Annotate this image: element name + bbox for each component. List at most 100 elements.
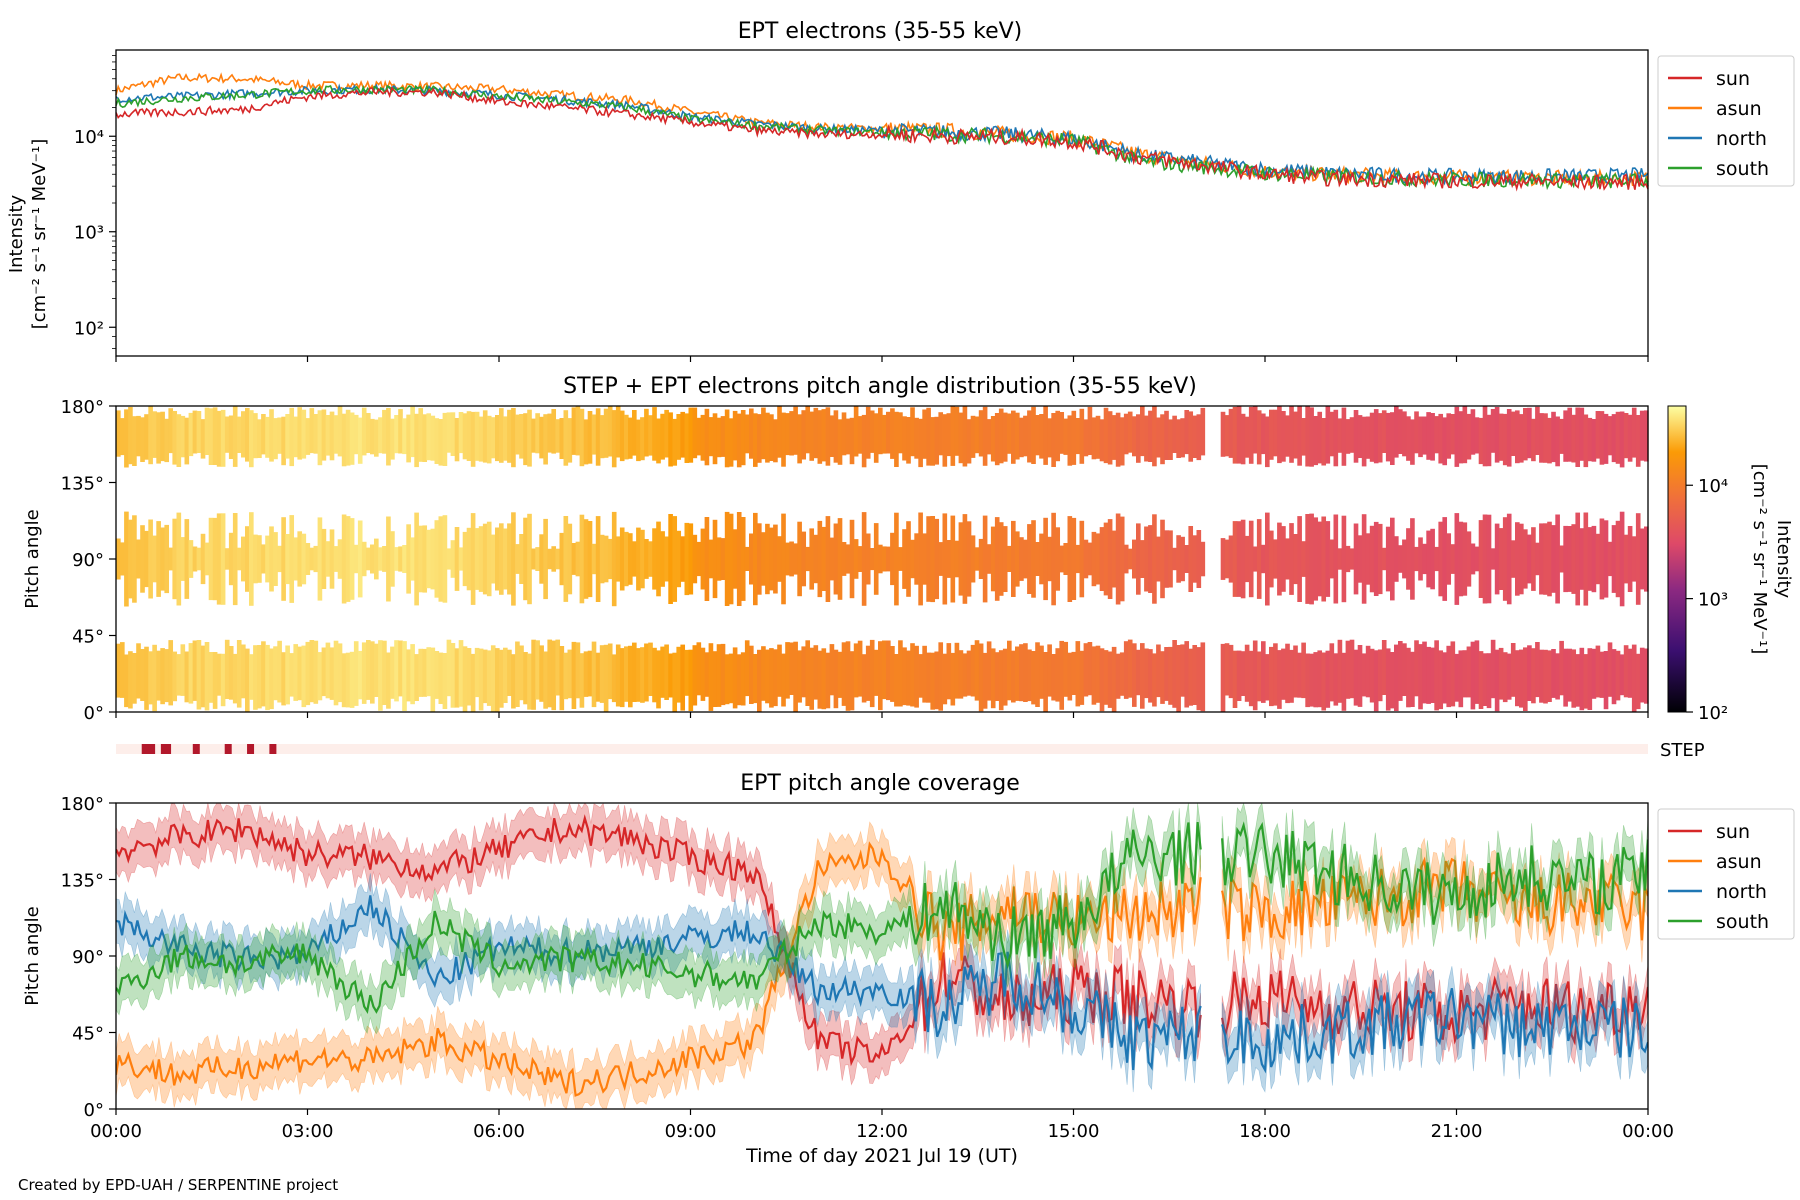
- heatmap-cell: [1067, 652, 1073, 701]
- heatmap-cell: [172, 411, 178, 465]
- panel-coverage-title: EPT pitch angle coverage: [740, 771, 1020, 796]
- heatmap-cell: [236, 547, 242, 571]
- heatmap-cell: [1244, 535, 1250, 583]
- colorbar-ticks: 10² 10³ 10⁴: [1686, 476, 1728, 724]
- heatmap-cell: [974, 416, 980, 454]
- x-tick-label: 12:00: [856, 1121, 908, 1142]
- heatmap-cell: [204, 407, 210, 455]
- heatmap-cell: [446, 412, 452, 453]
- heatmap-cell: [454, 648, 460, 708]
- panel-pad-xticks: [115, 712, 1649, 718]
- heatmap-cell: [902, 647, 907, 706]
- heatmap-cell: [285, 534, 290, 585]
- heatmap-cell: [325, 541, 331, 577]
- heatmap-cell: [301, 409, 307, 459]
- heatmap-cell: [192, 546, 198, 572]
- heatmap-cell: [1635, 415, 1641, 467]
- heatmap-cell: [841, 642, 847, 706]
- heatmap-cell: [1430, 413, 1435, 461]
- heatmap-cell: [1192, 415, 1198, 458]
- heatmap-cell: [1434, 416, 1439, 454]
- heatmap-cell: [132, 416, 137, 466]
- heatmap-cell: [140, 649, 145, 701]
- heatmap-cell: [906, 650, 911, 706]
- heatmap-cell: [337, 406, 343, 457]
- heatmap-cell: [1289, 406, 1294, 463]
- heatmap-cell: [430, 528, 436, 590]
- heatmap-cell: [1115, 653, 1121, 699]
- heatmap-cell: [994, 413, 1000, 466]
- heatmap-cell: [958, 412, 964, 464]
- heatmap-cell: [1418, 416, 1423, 458]
- heatmap-cell: [1321, 652, 1327, 711]
- heatmap-cell: [1353, 523, 1359, 595]
- heatmap-cell: [277, 417, 282, 454]
- heatmap-cell: [216, 653, 222, 696]
- heatmap-cell: [563, 652, 569, 700]
- heatmap-cell: [1188, 411, 1194, 462]
- heatmap-cell: [607, 406, 613, 457]
- heatmap-cell: [1321, 418, 1327, 466]
- heatmap-cell: [1087, 542, 1093, 576]
- heatmap-cell: [680, 411, 686, 458]
- heatmap-cell: [1361, 514, 1367, 604]
- heatmap-cell: [1373, 650, 1379, 712]
- panel-pad-yticks: 0° 45° 90° 135° 180°: [61, 397, 116, 724]
- heatmap-cell: [511, 408, 516, 468]
- y-tick-label: 90°: [72, 947, 104, 968]
- heatmap-cell: [1031, 651, 1036, 705]
- heatmap-cell: [1623, 645, 1629, 698]
- heatmap-cell: [511, 512, 516, 606]
- heatmap-cell: [1563, 410, 1568, 462]
- heatmap-cell: [1055, 648, 1061, 702]
- heatmap-cell: [732, 529, 738, 589]
- heatmap-cell: [970, 644, 976, 697]
- heatmap-cell: [1224, 415, 1230, 457]
- heatmap-cell: [422, 648, 428, 697]
- heatmap-cell: [1591, 525, 1597, 593]
- heatmap-cell: [1575, 512, 1581, 606]
- heatmap-cell: [708, 539, 714, 579]
- heatmap-cell: [1019, 537, 1024, 581]
- heatmap-cell: [882, 414, 887, 454]
- heatmap-cell: [349, 651, 355, 708]
- heatmap-cell: [1394, 406, 1399, 458]
- y-tick-label: 45°: [72, 1024, 104, 1045]
- heatmap-cell: [769, 527, 774, 591]
- heatmap-cell: [232, 406, 238, 467]
- heatmap-cell: [1462, 650, 1468, 698]
- heatmap-cell: [1611, 649, 1617, 705]
- heatmap-cell: [624, 414, 629, 460]
- heatmap-cell: [1015, 412, 1020, 460]
- panel-intensity-title: EPT electrons (35-55 keV): [738, 19, 1023, 44]
- panel-intensity-yticks: 10² 10³ 10⁴: [74, 55, 116, 349]
- heatmap-cell: [1482, 406, 1488, 467]
- heatmap-cell: [1462, 522, 1468, 596]
- heatmap-cell: [1603, 651, 1609, 710]
- heatmap-cell: [845, 544, 851, 574]
- y-tick-label: 90°: [72, 550, 104, 571]
- heatmap-cell: [418, 648, 424, 697]
- heatmap-cell: [761, 407, 766, 460]
- heatmap-cell: [1192, 645, 1198, 705]
- heatmap-cell: [1494, 649, 1500, 712]
- heatmap-cell: [148, 406, 153, 465]
- heatmap-cell: [809, 528, 815, 590]
- heatmap-cell: [942, 653, 948, 705]
- heatmap-cell: [168, 547, 174, 571]
- heatmap-cell: [813, 645, 819, 700]
- heatmap-cell: [712, 413, 718, 465]
- heatmap-cell: [1289, 523, 1294, 595]
- step-marks: [141, 744, 277, 754]
- heatmap-cell: [490, 534, 496, 584]
- coverage-band-sun: [116, 803, 1648, 1086]
- heatmap-cell: [595, 516, 601, 602]
- heatmap-cell: [1595, 411, 1601, 459]
- heatmap-cell: [1406, 647, 1411, 708]
- heatmap-cell: [950, 406, 956, 466]
- heatmap-cell: [1007, 640, 1012, 701]
- heatmap-cell: [1317, 521, 1323, 597]
- heatmap-cell: [853, 539, 859, 579]
- heatmap-cell: [559, 418, 565, 459]
- heatmap-cell: [567, 523, 573, 595]
